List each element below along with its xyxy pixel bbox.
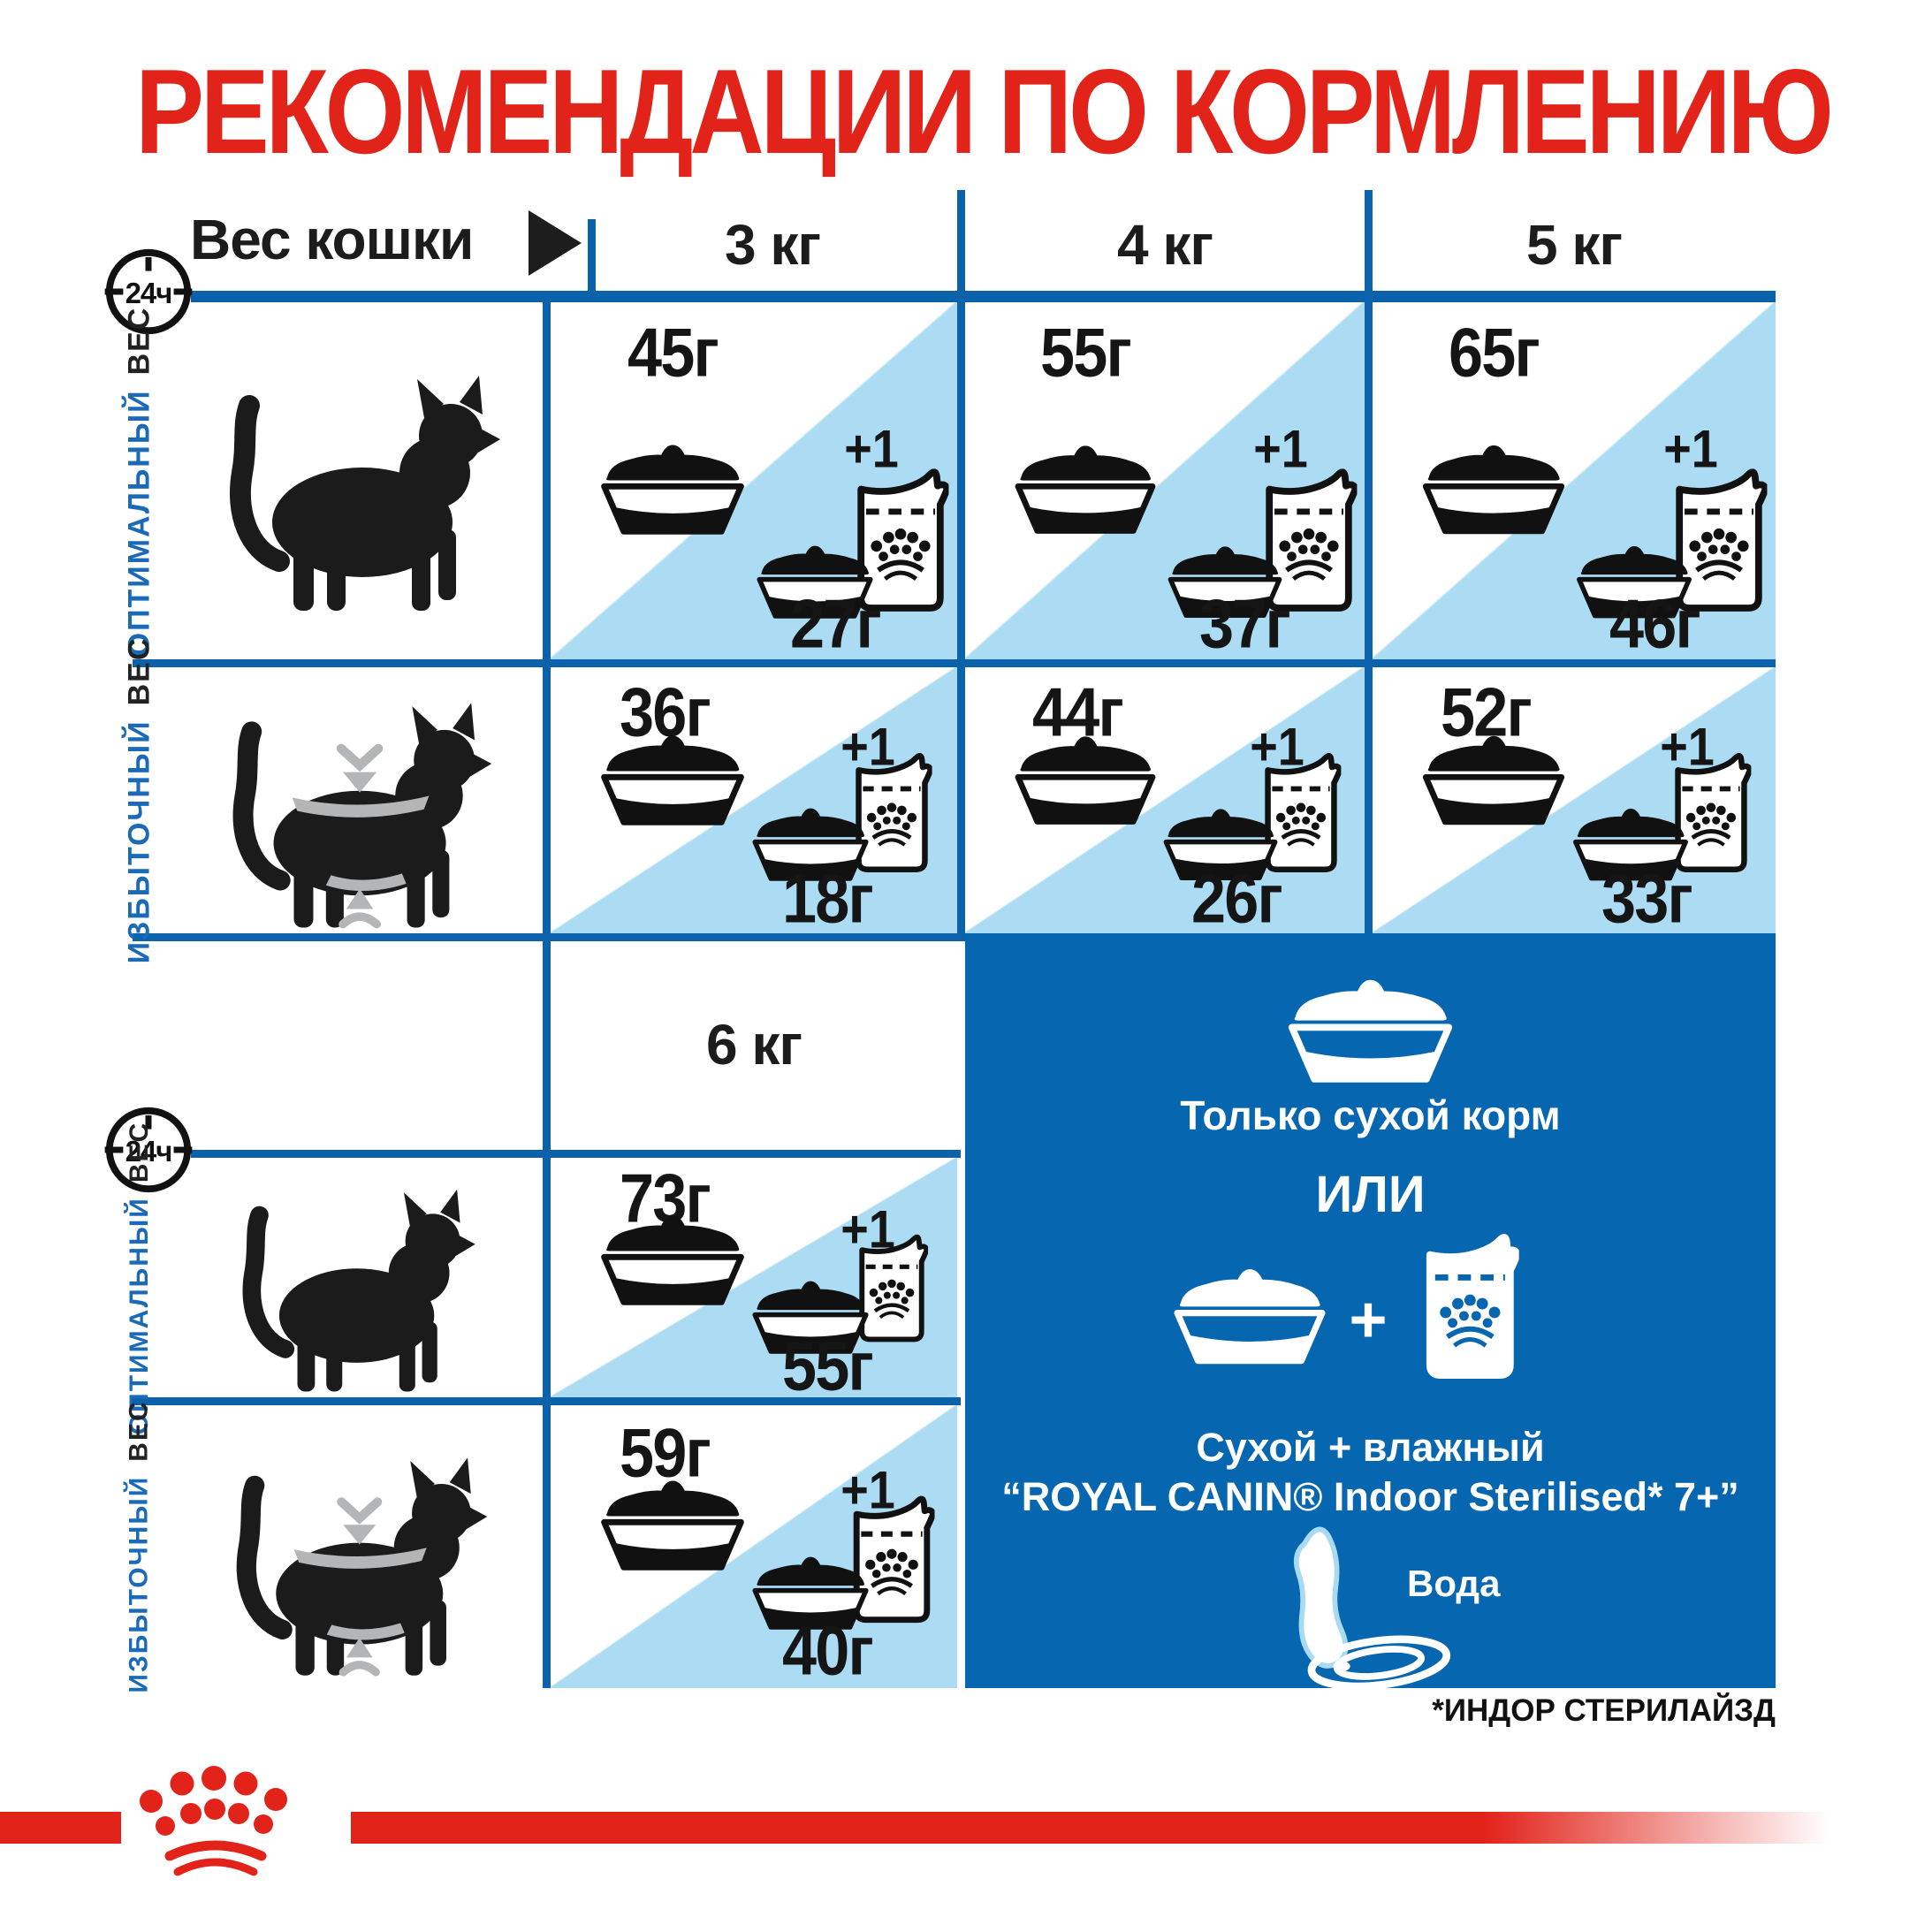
col-divider-label: [543, 302, 551, 933]
dry-bowl-icon: [597, 729, 748, 828]
col-divider-2: [1365, 190, 1373, 933]
dry-only-label: Только сухой корм: [1180, 1092, 1561, 1138]
dry-bowl-icon: [597, 1209, 748, 1308]
dry-amount: 44г: [1031, 673, 1124, 751]
feeding-cell-4kg-optimal: 55г +1 37г: [965, 302, 1365, 662]
dry-amount: 52г: [1440, 673, 1533, 751]
wet-amount: 40г: [781, 1611, 874, 1690]
page-title: РЕКОМЕНДАЦИИ ПО КОРМЛЕНИЮ: [135, 44, 1834, 179]
clock-24h: 24ч: [103, 246, 194, 338]
cat-overweight-icon: [208, 676, 495, 932]
plus-one-label: +1: [844, 419, 900, 479]
row-label-optimal-1: ОПТИМАЛЬНЫЙ ВЕС: [122, 306, 156, 656]
wet-amount: 27г: [790, 584, 882, 663]
row-label-overweight-2: ИЗБЫТОЧНЫЙ ВЕС: [125, 1400, 155, 1693]
product-label: “ROYAL CANIN® Indoor Sterilised* 7+”: [1001, 1474, 1739, 1519]
row-label-optimal-2: ОПТИМАЛЬНЫЙ ВЕС: [125, 1121, 154, 1434]
wet-amount: 18г: [781, 859, 874, 938]
row-divider-1: [133, 659, 1776, 667]
brand-bar: [0, 1812, 1932, 1844]
plus-one-label: +1: [1659, 717, 1715, 777]
dry-amount: 45г: [628, 313, 719, 392]
plus-one-label: +1: [1249, 717, 1304, 777]
dry-bowl-icon: [597, 438, 748, 537]
dry-bowl-icon: [1011, 730, 1159, 827]
weight-arrow-icon: [529, 210, 582, 276]
clock-label: 24ч: [125, 1135, 173, 1168]
footnote: *ИНДОР СТЕРИЛАЙЗД: [1432, 1693, 1776, 1728]
col-divider-lower: [543, 941, 551, 1688]
plus-one-label: +1: [1253, 419, 1308, 479]
dry-amount: 65г: [1448, 313, 1540, 392]
row-label-overweight-1: ИЗБЫТОЧНЫЙ ВЕС: [122, 636, 156, 964]
col-head-5kg: 5 кг: [1525, 213, 1623, 277]
dry-amount: 55г: [1039, 313, 1132, 392]
feeding-cell-5kg-overweight: 52г +1 33г: [1373, 667, 1776, 937]
dry-amount: 59г: [619, 1413, 711, 1492]
combo-label: Сухой + влажный: [1196, 1425, 1545, 1470]
dry-amount: 36г: [619, 673, 711, 751]
col-head-4kg: 4 кг: [1116, 213, 1213, 277]
col-head-6kg: 6 кг: [705, 1013, 802, 1076]
feeding-cell-6kg-optimal: 73г +1 55г: [551, 1158, 957, 1404]
royal-canin-crown-logo: [129, 1759, 332, 1883]
wet-amount: 55г: [781, 1327, 874, 1405]
wet-pouch-icon-white: [1421, 1234, 1519, 1382]
section-divider: [133, 933, 1776, 941]
clock-label: 24ч: [125, 277, 173, 309]
plus-one-label: +1: [1663, 419, 1719, 479]
dry-bowl-icon: [1419, 438, 1568, 536]
water-label: Вода: [1407, 1563, 1501, 1604]
wet-amount: 46г: [1609, 584, 1701, 663]
lower-header-underline: [191, 1150, 961, 1158]
dry-bowl-icon-white: [1170, 1262, 1329, 1367]
plus-one-label: +1: [840, 1460, 895, 1520]
feeding-cell-6kg-overweight: 59г +1 40г: [551, 1405, 957, 1690]
or-label: ИЛИ: [1315, 1166, 1426, 1223]
weight-header: Вес кошки: [190, 208, 474, 271]
cat-optimal-icon: [217, 1167, 482, 1395]
feeding-cell-5kg-optimal: 65г +1 46г: [1373, 302, 1776, 662]
dry-bowl-icon-white: [1284, 972, 1457, 1086]
wet-amount: 26г: [1191, 859, 1283, 938]
dry-bowl-icon: [597, 1474, 748, 1573]
dry-bowl-icon: [1011, 439, 1159, 536]
col-head-3kg: 3 кг: [724, 213, 821, 277]
dry-bowl-icon: [1419, 730, 1568, 828]
wet-amount: 37г: [1199, 584, 1291, 663]
feeding-cell-3kg-optimal: 45г +1 27г: [551, 302, 957, 662]
wet-amount: 33г: [1601, 859, 1693, 938]
feeding-cell-3kg-overweight: 36г +1 18г: [551, 667, 957, 937]
feeding-cell-4kg-overweight: 44г +1 26г: [965, 667, 1365, 937]
cat-optimal-icon: [203, 345, 504, 619]
cat-overweight-icon: [212, 1430, 491, 1682]
col-divider-1: [957, 190, 965, 933]
plus-icon: +: [1349, 1282, 1388, 1357]
plus-one-label: +1: [840, 717, 895, 777]
header-underline: [191, 291, 1776, 302]
feeding-options-panel: Только сухой корм ИЛИ + Сухой + влажный …: [965, 933, 1776, 1688]
header-separator: [588, 219, 596, 302]
clock-24h-lower: 24ч: [103, 1104, 194, 1196]
